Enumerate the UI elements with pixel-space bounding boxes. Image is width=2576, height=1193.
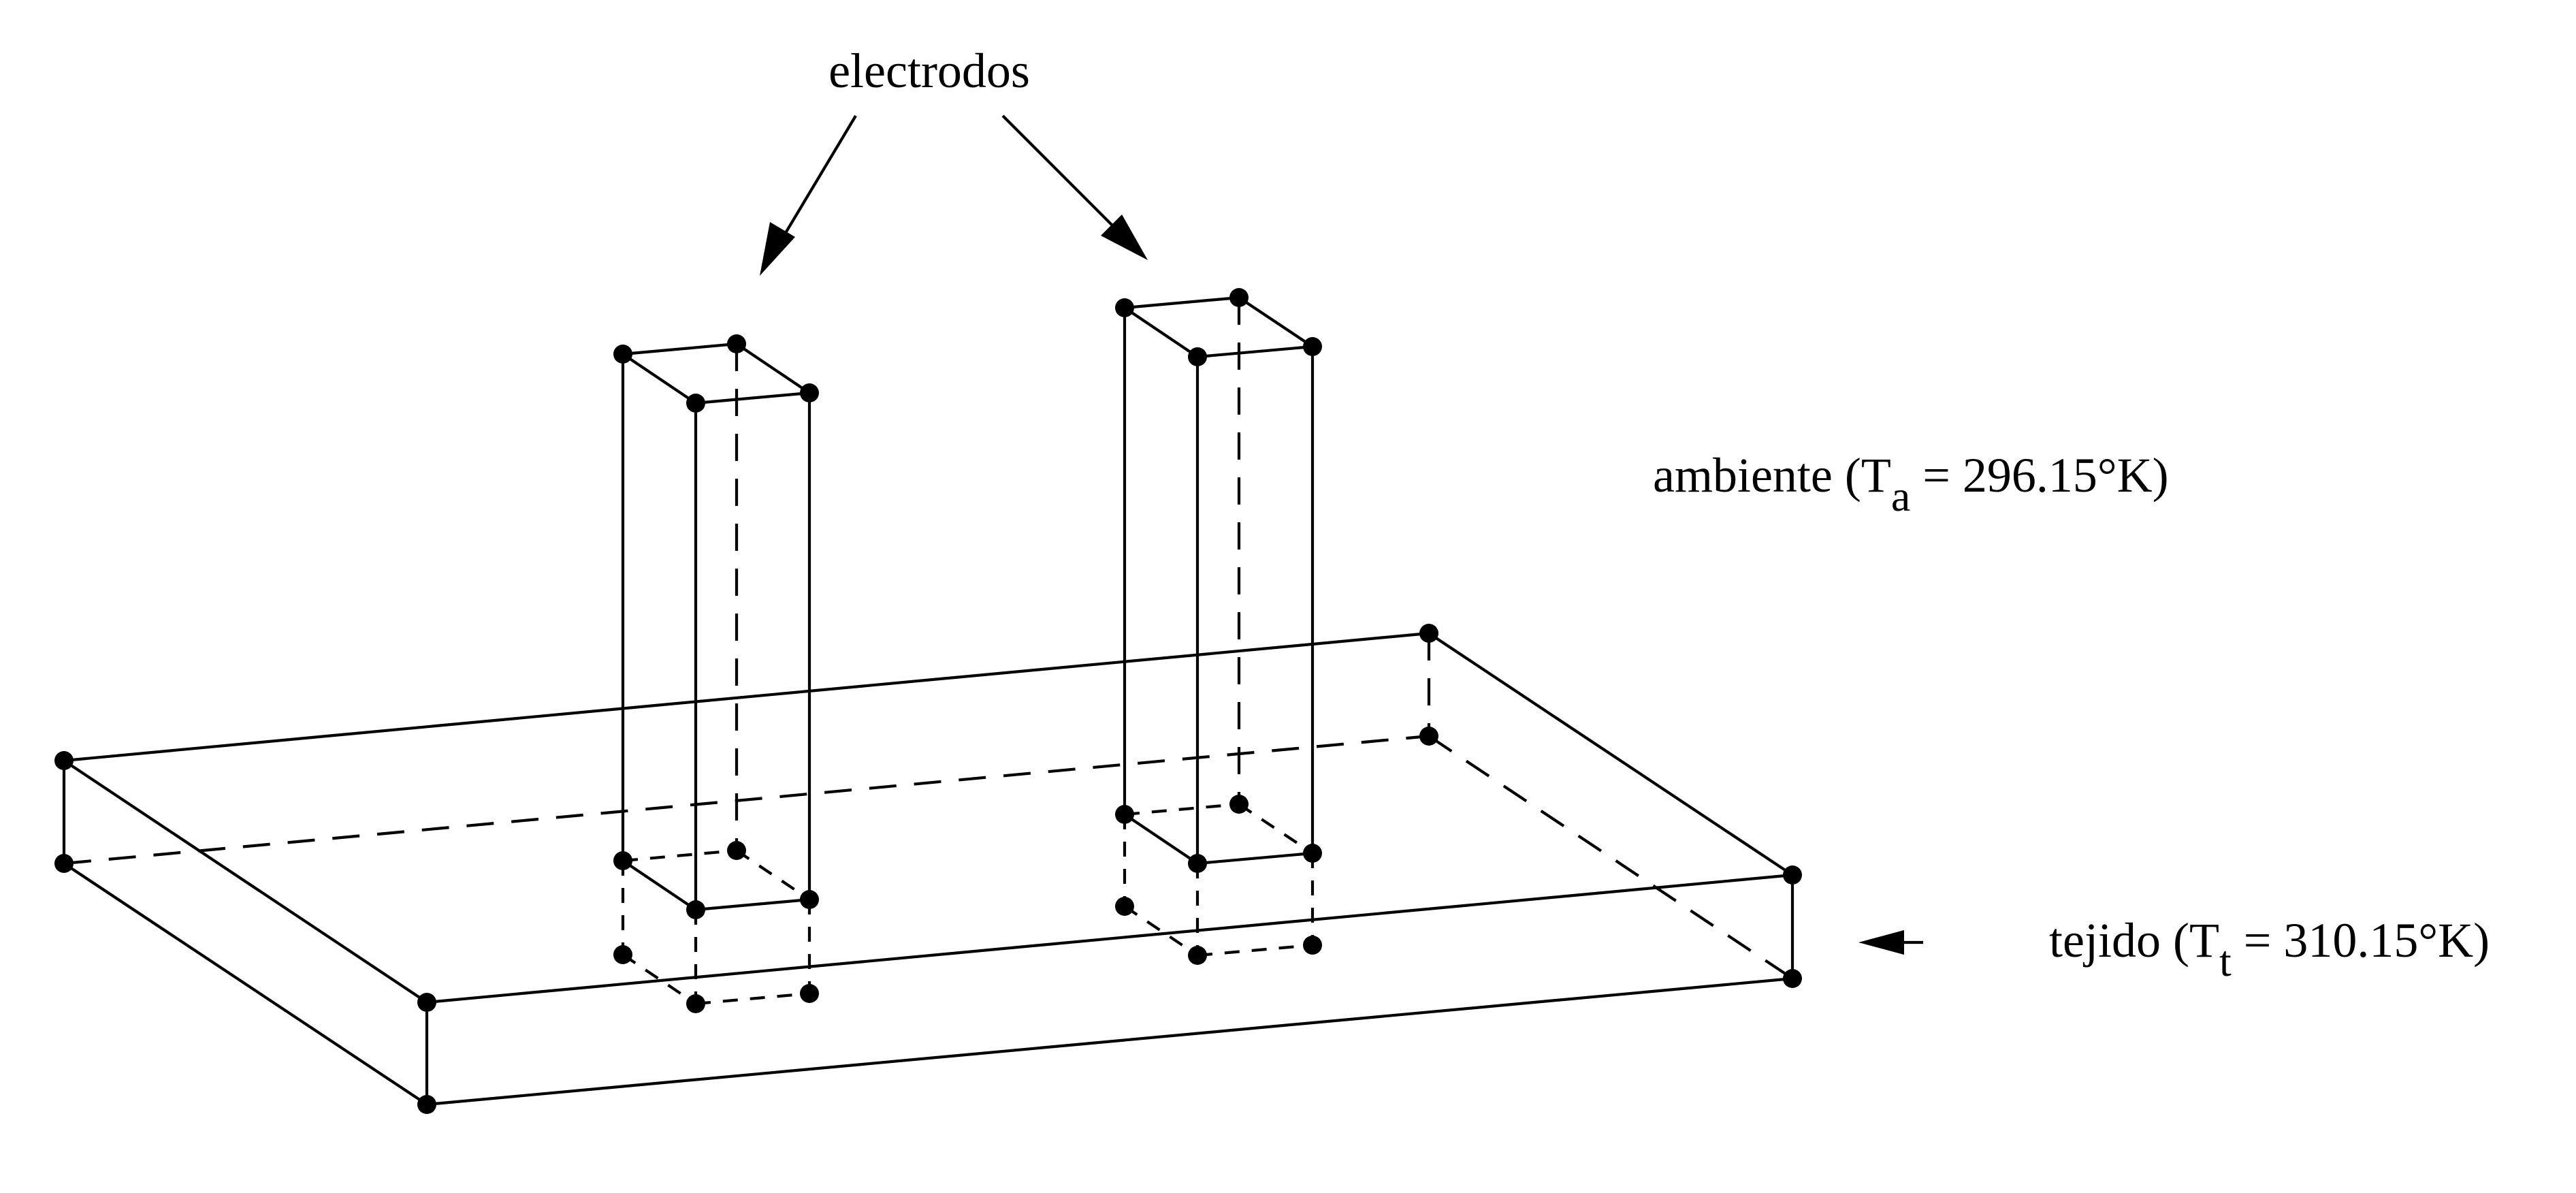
slab-node bbox=[1419, 624, 1438, 643]
tissue-slab bbox=[54, 624, 1802, 1114]
left-electrode-node bbox=[613, 945, 632, 964]
ambient-label-suffix: = 296.15°K) bbox=[1910, 448, 2168, 503]
arrow-to-left-electrode-line bbox=[780, 114, 857, 241]
slab-node bbox=[1783, 969, 1802, 988]
right-electrode-node bbox=[1115, 897, 1134, 916]
right-electrode-node bbox=[1115, 298, 1134, 317]
left-electrode-top-edge bbox=[735, 342, 811, 395]
slab-node bbox=[54, 751, 74, 770]
slab-top-front-edge bbox=[425, 873, 1794, 1004]
tissue-label-subscript: t bbox=[2219, 937, 2232, 985]
left-electrode-top-edge bbox=[621, 352, 698, 405]
right-electrode-top-edge bbox=[1123, 296, 1241, 310]
right-electrode-top-edge bbox=[1195, 345, 1315, 359]
ambient-label: ambiente (Ta = 296.15°K) bbox=[1653, 448, 2169, 520]
right-electrode-node bbox=[1303, 337, 1322, 356]
ambient-label-subscript: a bbox=[1891, 472, 1910, 520]
right-electrode-node bbox=[1188, 347, 1207, 366]
slab-top-back-edge bbox=[62, 631, 1431, 763]
left-electrode-surface-hidden-edge bbox=[735, 849, 811, 901]
left-electrode-node bbox=[686, 394, 705, 413]
right-electrode-top-edge bbox=[1123, 306, 1200, 359]
left-electrode-surface-hidden-edge bbox=[622, 848, 737, 863]
left-electrode-node bbox=[686, 900, 705, 919]
tissue-arrow bbox=[1858, 930, 1923, 955]
right-electrode-node bbox=[1229, 795, 1249, 814]
right-electrode-surface-edge bbox=[1195, 851, 1315, 865]
slab-bottom-front-edge bbox=[425, 976, 1794, 1107]
left-electrode bbox=[613, 334, 819, 1013]
left-electrode-surface-edge bbox=[694, 897, 811, 912]
slab-node bbox=[54, 854, 74, 873]
right-electrode bbox=[1115, 288, 1322, 965]
right-electrode-node bbox=[1188, 946, 1207, 965]
left-electrode-node bbox=[613, 851, 632, 870]
left-electrode-node bbox=[800, 890, 819, 909]
right-electrode-node bbox=[1303, 844, 1322, 863]
right-electrode-embedded-bottom bbox=[1123, 905, 1199, 957]
slab-top-left-edge bbox=[62, 759, 429, 1004]
slab-bottom-back-edge bbox=[63, 734, 1430, 865]
slab-top-right-edge bbox=[1427, 631, 1794, 877]
right-electrode-surface-edge bbox=[1123, 812, 1200, 865]
slab-node bbox=[417, 993, 436, 1012]
tissue-label: tejido (Tt = 310.15°K) bbox=[2049, 913, 2490, 985]
slab-bottom-left-edge bbox=[62, 861, 429, 1107]
arrow-to-right-electrode-head bbox=[1101, 214, 1148, 260]
right-electrode-node bbox=[1115, 805, 1134, 824]
left-electrode-node bbox=[613, 345, 632, 364]
arrow-to-left-electrode-head bbox=[760, 222, 795, 276]
right-electrode-node bbox=[1229, 288, 1249, 307]
right-electrode-top-edge bbox=[1237, 296, 1315, 349]
slab-bottom-right-edge bbox=[1428, 735, 1794, 980]
slab-node bbox=[1419, 727, 1438, 746]
slab-node bbox=[417, 1095, 436, 1114]
right-electrode-embedded-bottom bbox=[1197, 943, 1313, 957]
electrodes-label: electrodos bbox=[828, 44, 1030, 98]
left-electrode-node bbox=[800, 383, 819, 402]
electrode-arrows bbox=[760, 114, 1148, 276]
right-electrode-surface-hidden-edge bbox=[1238, 803, 1314, 855]
left-electrode-node bbox=[686, 994, 705, 1013]
left-electrode-surface-edge bbox=[621, 859, 698, 912]
arrow-to-right-electrode-line bbox=[1001, 114, 1118, 231]
left-electrode-node bbox=[800, 984, 819, 1003]
ambient-label-prefix: ambiente (T bbox=[1653, 448, 1891, 503]
left-electrode-embedded-bottom bbox=[622, 953, 697, 1005]
left-electrode-top-edge bbox=[694, 391, 811, 405]
right-electrode-surface-hidden-edge bbox=[1124, 802, 1240, 816]
left-electrode-node bbox=[727, 841, 746, 860]
left-electrode-embedded-bottom bbox=[695, 991, 810, 1006]
right-electrode-node bbox=[1303, 936, 1322, 955]
tissue-label-suffix: = 310.15°K) bbox=[2232, 913, 2490, 968]
right-electrode-node bbox=[1188, 854, 1207, 873]
arrow-to-tissue-head bbox=[1858, 930, 1904, 955]
left-electrode-node bbox=[727, 334, 746, 353]
slab-node bbox=[1783, 865, 1802, 885]
tissue-label-prefix: tejido (T bbox=[2049, 913, 2219, 968]
left-electrode-top-edge bbox=[621, 342, 739, 356]
